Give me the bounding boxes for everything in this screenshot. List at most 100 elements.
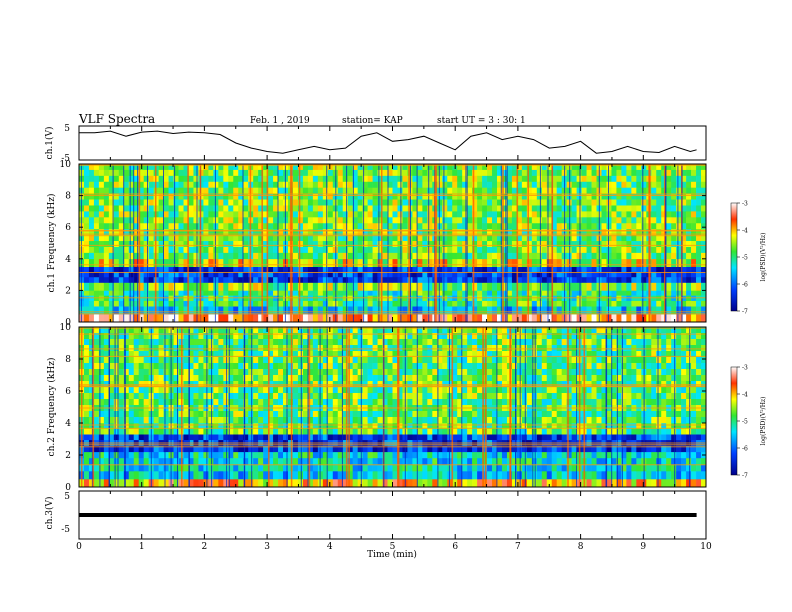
spectrogram-cell bbox=[362, 271, 368, 278]
spectrogram-cell bbox=[511, 169, 518, 177]
spectrogram-cell bbox=[337, 271, 344, 278]
spectrogram-cell bbox=[556, 235, 562, 242]
spectrogram-cell bbox=[631, 327, 637, 334]
spectrogram-cell bbox=[203, 277, 209, 283]
spectrogram-cell bbox=[501, 333, 508, 340]
spectrogram-cell bbox=[412, 471, 418, 480]
spectrogram-streak bbox=[199, 164, 202, 322]
spectrogram-cell bbox=[536, 193, 543, 200]
spectrogram-cell bbox=[203, 169, 209, 177]
spectrogram-cell bbox=[457, 229, 463, 236]
spectrogram-cell bbox=[437, 217, 443, 224]
spectrogram-cell bbox=[546, 458, 553, 465]
spectrogram-cell bbox=[581, 193, 587, 200]
spectrogram-cell bbox=[477, 164, 483, 171]
spectrogram-cell bbox=[666, 327, 672, 334]
spectrogram-cell bbox=[427, 451, 433, 459]
spectrogram-cell bbox=[586, 193, 592, 200]
spectrogram-cell bbox=[601, 193, 607, 200]
spectrogram-cell bbox=[626, 428, 632, 435]
spectrogram-cell bbox=[397, 282, 403, 291]
spectrogram-cell bbox=[691, 169, 697, 177]
spectrogram-cell bbox=[223, 175, 229, 183]
spectrogram-cell bbox=[516, 333, 523, 340]
spectrogram-cell bbox=[203, 246, 209, 254]
spectrogram-streak bbox=[527, 164, 529, 322]
spectrogram-cell bbox=[103, 445, 110, 453]
spectrogram-cell bbox=[128, 193, 135, 200]
spectrogram-cell bbox=[228, 181, 234, 189]
spectrogram-cell bbox=[223, 252, 229, 260]
spectrogram-cell bbox=[427, 266, 433, 273]
spectrogram-cell bbox=[367, 295, 373, 302]
spectrogram-cell bbox=[367, 471, 373, 480]
spectrogram-cell bbox=[148, 217, 154, 224]
spectrogram-cell bbox=[631, 423, 637, 429]
spectrogram-cell bbox=[521, 217, 528, 224]
spectrogram-cell bbox=[511, 193, 518, 200]
spectrogram-cell bbox=[641, 314, 647, 323]
spectrogram-cell bbox=[83, 290, 90, 296]
spectrogram-cell bbox=[606, 295, 612, 302]
spectrogram-cell bbox=[576, 181, 582, 189]
spectrogram-cell bbox=[362, 471, 368, 480]
spectrogram-cell bbox=[427, 246, 433, 254]
spectrogram-cell bbox=[511, 217, 518, 224]
spectrogram-cell bbox=[218, 428, 224, 435]
spectrogram-cell bbox=[591, 164, 597, 171]
spectrogram-cell bbox=[387, 229, 393, 236]
spectrogram-cell bbox=[342, 169, 349, 177]
spectrogram-cell bbox=[591, 211, 597, 218]
spectrogram-cell bbox=[701, 290, 707, 296]
spectrogram-cell bbox=[233, 187, 239, 194]
spectrogram-cell bbox=[676, 327, 682, 334]
spectrogram-cell bbox=[506, 246, 513, 254]
spectrogram-cell bbox=[307, 423, 314, 429]
spectrogram-cell bbox=[437, 295, 443, 302]
spectrogram-cell bbox=[273, 479, 279, 488]
spectrogram-cell bbox=[98, 479, 105, 488]
spectrogram-cell bbox=[472, 428, 478, 435]
spectrogram-cell bbox=[616, 434, 622, 441]
spectrogram-cell bbox=[586, 290, 592, 296]
spectrogram-cell bbox=[631, 181, 637, 189]
spectrogram-cell bbox=[357, 300, 363, 307]
spectrogram-cell bbox=[173, 327, 179, 334]
spectrogram-cell bbox=[327, 434, 334, 441]
spectrogram-cell bbox=[128, 175, 135, 183]
spectrogram-cell bbox=[302, 327, 309, 334]
spectrogram-cell bbox=[472, 282, 478, 291]
spectrogram-cell bbox=[581, 205, 587, 212]
spectrogram-cell bbox=[631, 464, 637, 472]
spectrogram-cell bbox=[357, 277, 363, 283]
spectrogram-cell bbox=[497, 428, 503, 435]
spectrogram-cell bbox=[158, 271, 164, 278]
spectrogram-cell bbox=[372, 266, 378, 273]
spectrogram-cell bbox=[133, 290, 140, 296]
spectrogram-cell bbox=[218, 258, 224, 267]
spectrogram-cell bbox=[442, 282, 448, 291]
spectrogram-cell bbox=[213, 199, 219, 206]
spectrogram-cell bbox=[531, 277, 538, 283]
spectrogram-cell bbox=[681, 445, 687, 453]
spectrogram-cell bbox=[656, 271, 662, 278]
spectrogram-cell bbox=[297, 479, 304, 488]
spectrogram-cell bbox=[492, 479, 498, 488]
spectrogram-cell bbox=[228, 246, 234, 254]
spectrogram-cell bbox=[372, 181, 378, 189]
spectrogram-cell bbox=[696, 241, 702, 248]
spectrogram-cell bbox=[228, 193, 234, 200]
spectrogram-cell bbox=[462, 193, 468, 200]
spectrogram-cell bbox=[606, 471, 612, 480]
spectrogram-cell bbox=[223, 164, 229, 171]
spectrogram-cell bbox=[676, 175, 682, 183]
spectrogram-cell bbox=[521, 271, 528, 278]
spectrogram-cell bbox=[581, 295, 587, 302]
spectrogram-cell bbox=[586, 423, 592, 429]
spectrogram-cell bbox=[541, 223, 548, 230]
spectrogram-cell bbox=[347, 282, 353, 291]
spectrogram-cell bbox=[317, 235, 324, 242]
spectrogram-cell bbox=[307, 458, 314, 465]
spectrogram-cell bbox=[352, 434, 358, 441]
spectrogram-cell bbox=[208, 327, 214, 334]
